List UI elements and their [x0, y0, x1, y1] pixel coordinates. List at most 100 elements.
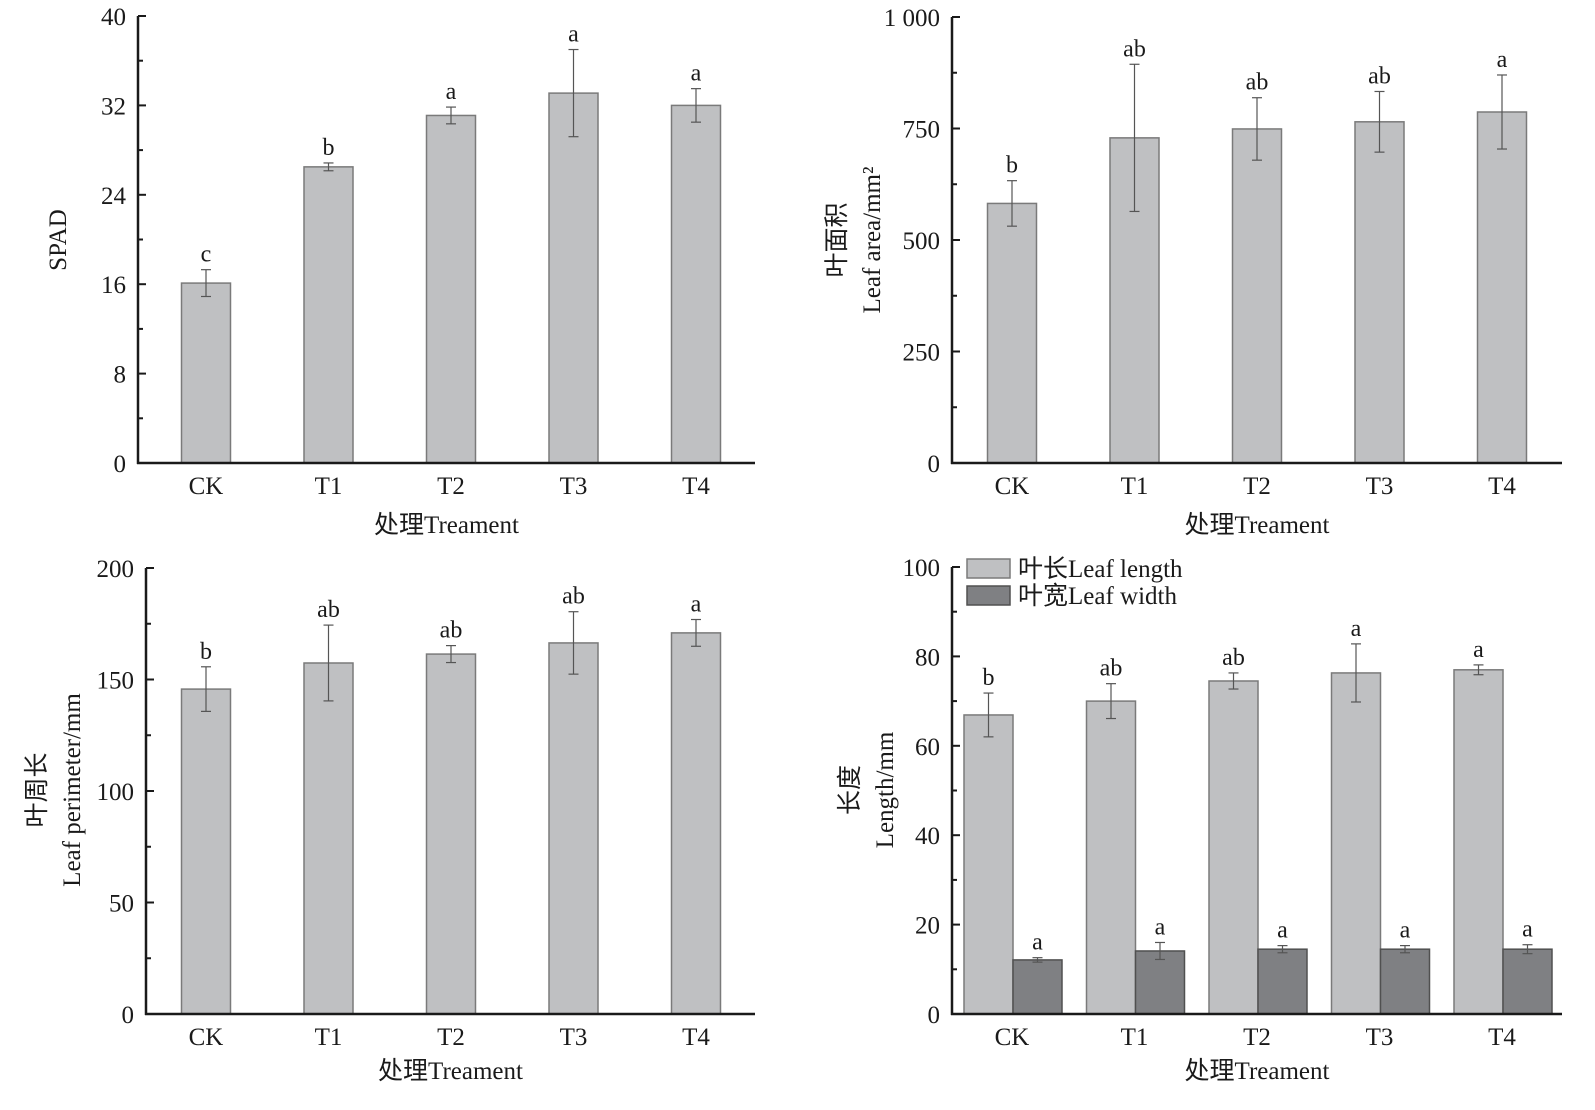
significance-label: ab — [440, 618, 463, 644]
y-tick-label: 80 — [915, 644, 940, 671]
error-bar — [983, 692, 994, 738]
significance-label: b — [323, 135, 335, 161]
x-tick-label: T4 — [682, 473, 710, 500]
bar — [1257, 948, 1308, 1015]
significance-label: a — [1497, 47, 1508, 73]
y-axis-title: 长度 — [836, 765, 864, 815]
y-axis-title: Leaf perimeter/mm — [59, 693, 86, 887]
bar — [1012, 959, 1063, 1015]
bar — [303, 166, 354, 464]
x-tick-label: T3 — [1366, 473, 1394, 500]
significance-label: ab — [1246, 70, 1269, 96]
significance-label: b — [983, 665, 995, 691]
bar — [303, 662, 354, 1015]
significance-label: a — [1032, 930, 1043, 956]
error-bar — [201, 666, 211, 712]
significance-label: a — [1351, 616, 1362, 642]
bar — [548, 92, 599, 464]
error-bar — [1106, 683, 1116, 720]
bar — [1476, 111, 1528, 464]
bar — [1354, 121, 1405, 464]
significance-label: ab — [317, 597, 340, 623]
bar — [1453, 669, 1504, 1015]
error-bar — [1522, 944, 1533, 955]
y-tick-label: 16 — [101, 272, 126, 299]
x-tick-label: T2 — [1243, 473, 1271, 500]
x-tick-label: T2 — [437, 1024, 465, 1051]
error-bar — [1252, 97, 1262, 161]
significance-label: c — [201, 242, 212, 268]
x-tick-label: T3 — [1366, 1024, 1394, 1051]
x-tick-label: T1 — [1121, 1024, 1149, 1051]
y-tick-label: 150 — [97, 668, 135, 695]
legend-swatch — [966, 585, 1011, 606]
y-tick-label: 20 — [915, 913, 940, 940]
y-axis-title: Leaf area/mm² — [859, 167, 886, 314]
bar — [1502, 948, 1553, 1015]
error-bar — [1497, 74, 1507, 150]
x-tick-label: T1 — [315, 473, 343, 500]
chart-spad: c b a a a 0 8 16 24 32 40 CK T1 T2 T3 T4 处理Treament SPAD — [45, 4, 755, 539]
y-tick-label: 50 — [109, 891, 134, 918]
bar — [1085, 700, 1137, 1015]
error-bar — [1400, 945, 1410, 954]
bar — [1379, 948, 1431, 1015]
x-tick-label: CK — [995, 473, 1030, 500]
y-tick-label: 0 — [122, 1002, 135, 1029]
error-bar — [1007, 180, 1017, 227]
y-tick-label: 1 000 — [884, 5, 940, 32]
y-tick-label: 60 — [915, 734, 940, 761]
bar — [1134, 950, 1186, 1015]
significance-label: a — [568, 22, 579, 48]
significance-label: b — [200, 639, 212, 665]
legend-swatch — [966, 558, 1011, 579]
error-bar — [691, 618, 701, 647]
x-tick-label: CK — [189, 1024, 224, 1051]
bar — [548, 642, 599, 1015]
error-bar — [1473, 664, 1484, 676]
error-bar — [446, 106, 456, 125]
x-tick-label: T4 — [1488, 473, 1516, 500]
error-bar — [1032, 957, 1043, 963]
x-axis-title: 处理Treament — [1185, 1057, 1330, 1085]
y-axis-title: 叶面积 — [823, 202, 851, 277]
error-bar — [568, 48, 579, 138]
chart-leaf-area: b ab ab ab a 0 250 500 750 1 000 CK T1 T2 T3 T4 处理Tream… — [823, 5, 1562, 539]
chart-leaf-perimeter: b ab ab ab a 0 50 100 150 200 CK T1 T2 T3 T4 处理Treament… — [23, 556, 755, 1085]
x-tick-label: T1 — [315, 1024, 343, 1051]
bar — [670, 632, 722, 1015]
legend-label: 叶长Leaf length — [1018, 555, 1183, 583]
error-bar — [1129, 63, 1140, 213]
significance-label: a — [1473, 637, 1484, 663]
bar — [986, 202, 1038, 464]
x-tick-label: T1 — [1121, 473, 1149, 500]
bar — [1208, 680, 1259, 1015]
y-tick-label: 32 — [101, 93, 126, 120]
x-tick-label: T4 — [682, 1024, 710, 1051]
y-tick-label: 8 — [114, 362, 127, 389]
significance-label: a — [1522, 917, 1533, 943]
error-bar — [446, 645, 456, 664]
x-tick-label: T4 — [1488, 1024, 1516, 1051]
error-bar — [691, 88, 701, 123]
x-tick-label: CK — [995, 1024, 1030, 1051]
y-tick-label: 40 — [915, 823, 940, 850]
y-tick-label: 24 — [101, 183, 127, 210]
x-tick-label: CK — [189, 473, 224, 500]
y-tick-label: 40 — [101, 4, 126, 31]
error-bar — [1351, 643, 1361, 703]
y-axis-title: 叶周长 — [23, 752, 51, 827]
x-tick-label: T3 — [560, 1024, 588, 1051]
bar — [180, 688, 232, 1015]
error-bar — [201, 269, 211, 298]
x-axis-title: 处理Treament — [378, 1057, 523, 1085]
significance-label: a — [1155, 914, 1166, 940]
significance-label: ab — [1100, 656, 1123, 682]
error-bar — [323, 624, 334, 702]
significance-label: ab — [1123, 36, 1146, 62]
y-tick-label: 500 — [903, 228, 941, 255]
y-tick-label: 250 — [903, 340, 941, 367]
bar — [425, 653, 477, 1015]
